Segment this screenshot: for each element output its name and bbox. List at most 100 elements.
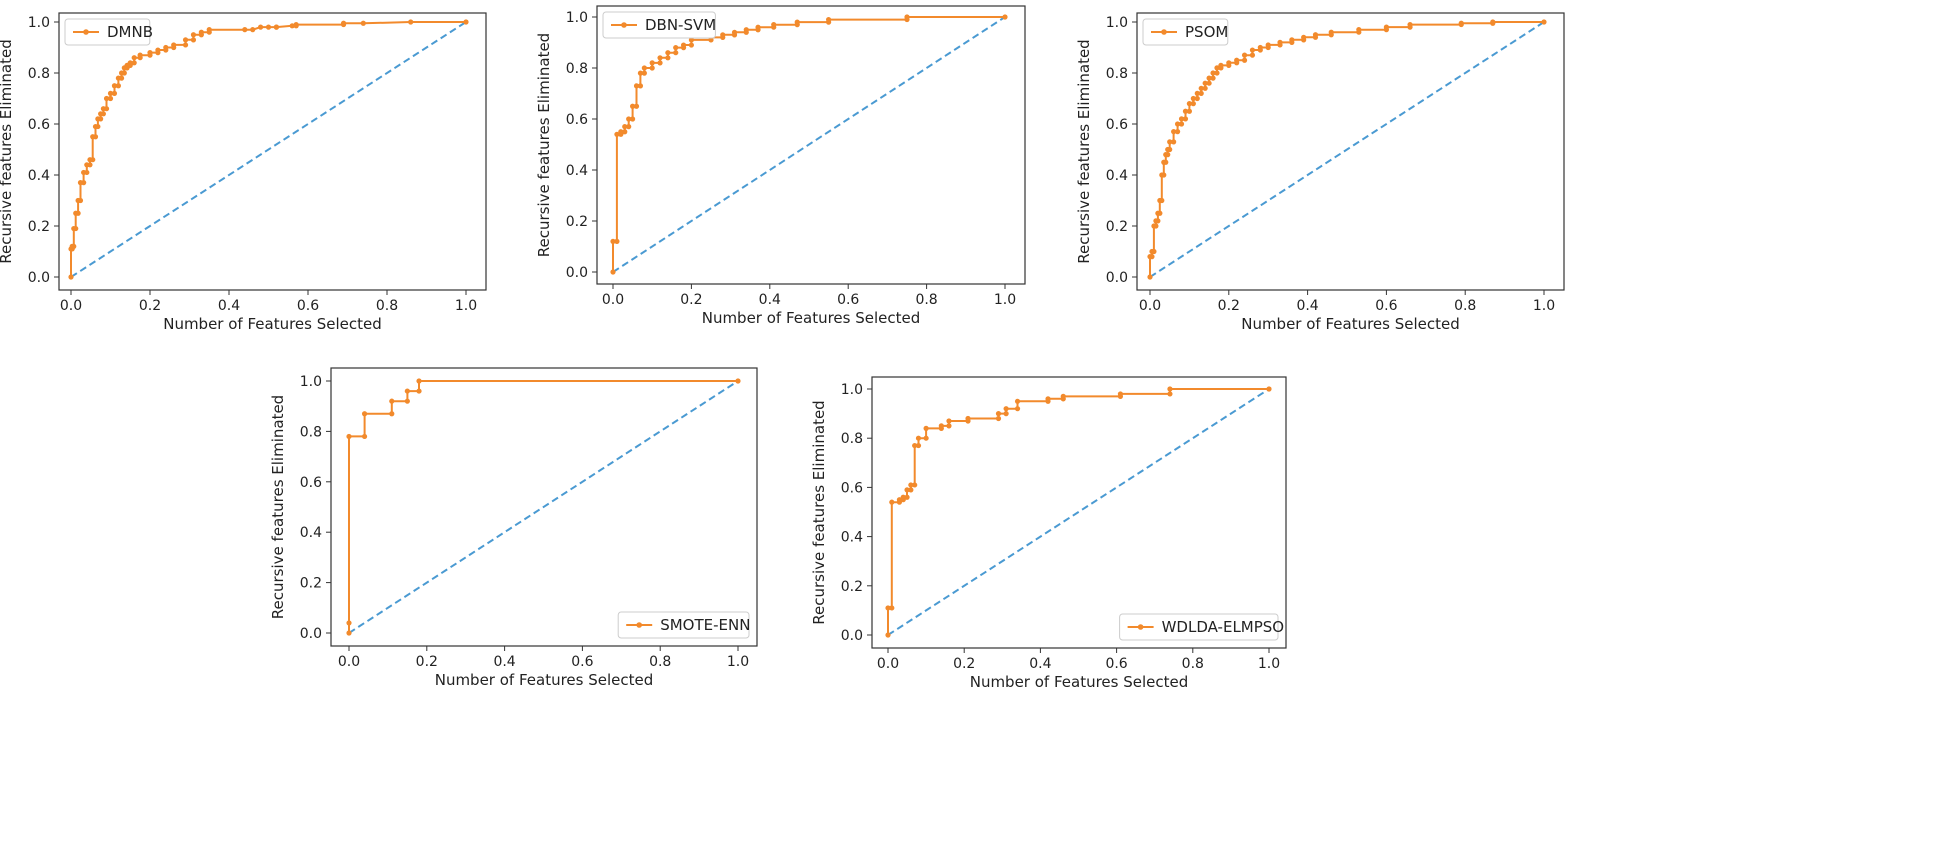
roc-point [673,50,679,56]
roc-point [889,499,895,505]
roc-point [946,423,952,429]
roc-point [995,415,1002,422]
roc-point [258,24,264,30]
x-tick-label: 0.0 [877,656,899,672]
legend-box [617,611,750,639]
roc-point [1014,406,1021,412]
roc-point [720,32,726,38]
roc-point [904,494,910,500]
roc-point [98,116,104,122]
roc-point [633,83,640,89]
x-tick-label: 0.4 [218,298,240,314]
roc-point [1045,396,1051,402]
roc-point [404,398,410,404]
roc-point [908,487,914,493]
y-tick-label: 0.2 [28,219,50,235]
x-tick-label: 0.4 [1296,298,1318,314]
roc-point [626,124,632,130]
y-tick-label: 0.0 [566,265,588,281]
roc-point [121,70,127,76]
roc-point [1163,159,1169,165]
x-axis-label: Number of Features Selected [1241,315,1460,333]
roc-point [630,116,636,122]
roc-point [915,435,922,441]
roc-point [1190,101,1196,107]
roc-point [1186,101,1192,107]
roc-point [630,103,636,109]
roc-point [1194,90,1200,96]
x-axis-label: Number of Features Selected [970,673,1189,691]
roc-point [731,29,738,35]
roc-point [1190,95,1196,102]
roc-point [610,269,616,275]
chart-panel-psom: 0.0 0.2 0.4 0.6 0.8 1.0 0.0 0.2 0.4 0.6 0.8 1.0 Numb… [1075,12,1565,333]
roc-point [1312,32,1319,38]
x-axis-label: Number of Features Selected [435,671,654,689]
y-axis-label: Recursive features Eliminated [269,395,287,619]
x-tick-label: 0.8 [915,292,937,308]
roc-point [1167,386,1173,392]
legend: DMNB [64,18,153,46]
roc-point [1171,129,1177,135]
roc-point [100,111,106,117]
roc-point [649,60,655,66]
roc-point [633,103,640,109]
legend-marker-swatch [83,29,89,35]
roc-point [885,632,891,638]
roc-point [885,605,891,611]
roc-point [95,123,101,130]
roc-point [1277,39,1283,46]
roc-point [1541,19,1547,25]
roc-point [622,129,628,135]
chance-diagonal-line [887,388,1270,636]
roc-point [1458,20,1464,26]
x-tick-label: 0.0 [338,654,360,670]
roc-point [1249,47,1256,53]
y-tick-label: 0.4 [300,525,322,541]
roc-point [641,65,647,71]
y-tick-label: 0.8 [566,61,588,77]
roc-point [73,225,79,232]
roc-point [904,487,910,493]
roc-point [346,630,352,636]
x-tick-label: 0.0 [60,298,82,314]
roc-point [81,180,87,186]
y-tick-label: 0.2 [566,214,588,230]
roc-point [637,83,644,89]
x-tick-label: 0.0 [1139,298,1161,314]
roc-point [1407,21,1413,28]
y-tick-label: 0.8 [1106,66,1128,82]
y-tick-label: 0.6 [28,117,50,133]
roc-point [622,124,628,130]
roc-point [360,20,366,26]
roc-point [137,52,143,58]
y-tick-label: 0.8 [28,66,50,82]
roc-point [103,106,110,112]
roc-point [190,37,197,43]
roc-point [1174,121,1181,127]
axes-frame [58,12,487,291]
x-tick-label: 0.4 [759,292,781,308]
legend-marker-swatch [1137,624,1144,630]
roc-point [361,411,368,417]
roc-point [131,60,137,66]
roc-point [1328,29,1334,35]
roc-point [293,21,299,28]
roc-point [735,378,741,384]
legend: WDLDA-ELMPSO [1119,613,1284,641]
roc-point [190,32,197,38]
roc-point [84,169,90,176]
roc-point [1167,391,1173,397]
roc-point [416,378,422,384]
y-tick-label: 1.0 [566,10,588,26]
roc-point [1165,152,1171,158]
chart-panel-dbn-svm: 0.0 0.2 0.4 0.6 0.8 1.0 0.0 0.2 0.4 0.6 0.8 1.0 Numb… [535,5,1026,327]
roc-point [938,423,944,429]
roc-point [1198,85,1204,91]
roc-point [1178,116,1185,122]
roc-point [1186,108,1192,114]
x-tick-label: 0.2 [1218,298,1240,314]
roc-point [1206,75,1212,81]
legend-marker-swatch [1161,29,1167,35]
y-tick-label: 0.6 [1106,117,1128,133]
